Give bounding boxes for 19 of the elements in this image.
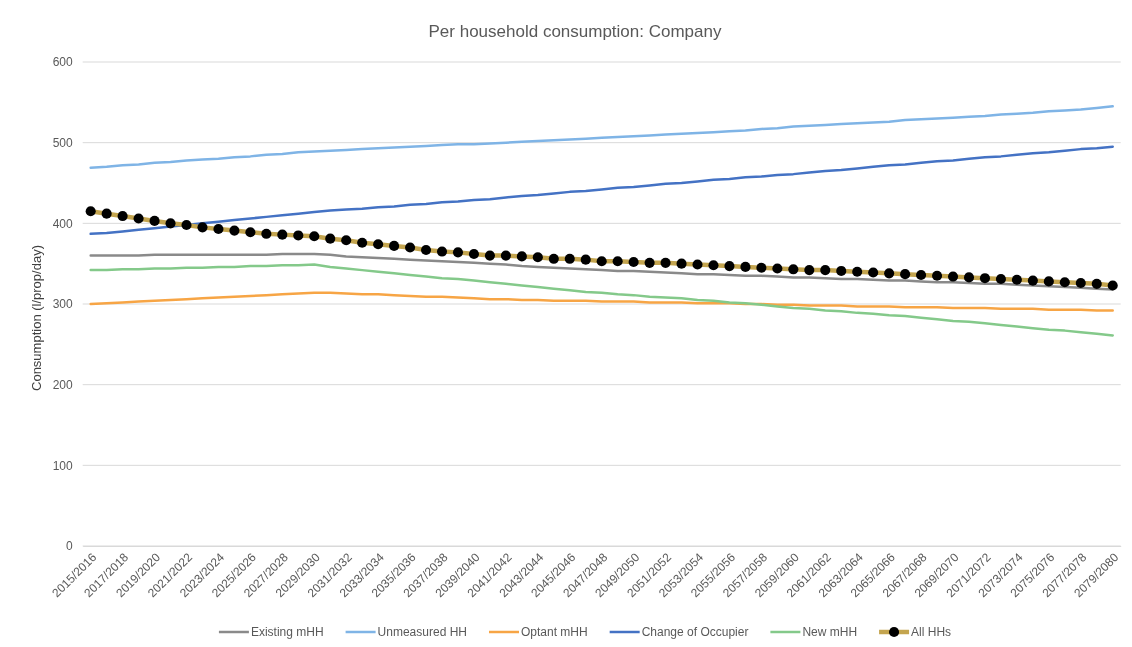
y-tick-label: 0 bbox=[66, 539, 74, 554]
y-tick-label: 100 bbox=[52, 458, 74, 473]
y-tick-label: 500 bbox=[52, 136, 74, 151]
y-tick-label: 200 bbox=[52, 378, 74, 393]
line-series bbox=[89, 263, 1114, 337]
legend-label: Existing mHH bbox=[250, 625, 324, 640]
line-series bbox=[89, 291, 1114, 312]
legend-label: Change of Occupier bbox=[641, 625, 749, 640]
legend-label: All HHs bbox=[911, 625, 952, 640]
legend-label: New mHH bbox=[802, 625, 858, 640]
chart-title: Per household consumption: Company bbox=[428, 22, 722, 41]
y-tick-label: 600 bbox=[52, 55, 74, 70]
line-series bbox=[89, 105, 1114, 169]
y-tick-label: 300 bbox=[52, 297, 74, 312]
line-series bbox=[89, 145, 1114, 236]
legend-label: Optant mHH bbox=[520, 625, 588, 640]
y-axis-title: Consumption (l/prop/day) bbox=[29, 245, 44, 391]
y-tick-label: 400 bbox=[52, 216, 74, 231]
legend-label: Unmeasured HH bbox=[377, 625, 467, 640]
